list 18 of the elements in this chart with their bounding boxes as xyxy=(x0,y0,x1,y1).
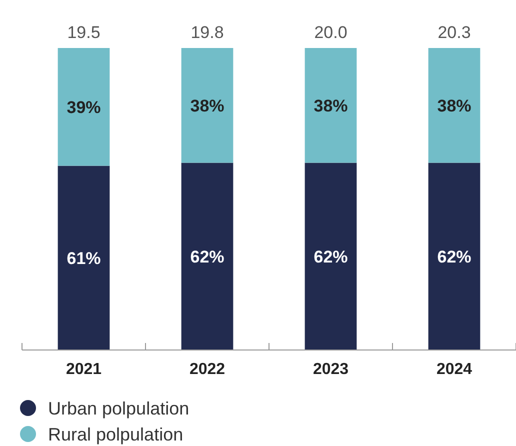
x-tick-label: 2024 xyxy=(436,361,472,378)
data-label: 38% xyxy=(190,96,224,116)
x-tick-label: 2022 xyxy=(189,361,226,378)
legend-label: Urban polpulation xyxy=(48,398,190,418)
data-label: 38% xyxy=(314,96,348,116)
data-label: 61% xyxy=(66,248,101,268)
annotation: 20.0 xyxy=(314,23,348,42)
data-label: 62% xyxy=(314,247,348,266)
x-tick-label: 2021 xyxy=(66,361,102,378)
data-label: 62% xyxy=(437,247,472,266)
annotation: 19.8 xyxy=(190,23,224,42)
x-tick-label: 2023 xyxy=(312,361,349,378)
data-label: 38% xyxy=(437,96,472,116)
annotation: 20.3 xyxy=(438,23,471,42)
data-label: 39% xyxy=(66,98,101,117)
data-label: 62% xyxy=(190,247,224,266)
annotation: 19.5 xyxy=(67,23,100,42)
legend-label: Rural polpulation xyxy=(48,424,184,444)
